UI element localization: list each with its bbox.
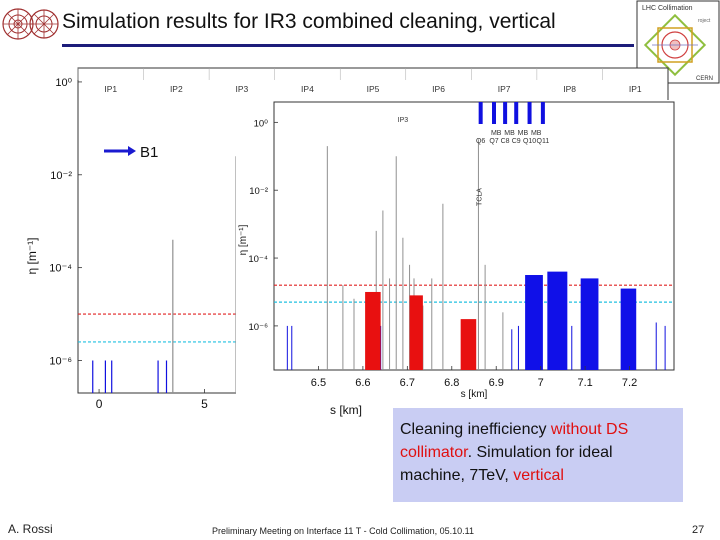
inset-element-label: C8 <box>501 138 510 145</box>
inset-x-tick-label: 7 <box>538 377 544 389</box>
inset-x-tick-label: 6.5 <box>311 377 326 389</box>
inset-collimator-loss-block <box>409 295 423 370</box>
inset-element-label: TCLA <box>476 188 483 206</box>
inset-magnet-marker <box>527 102 532 124</box>
inset-x-axis-label: s [km] <box>461 389 488 400</box>
ip-label: IP3 <box>236 84 249 94</box>
left-x-tick-label: 5 <box>201 397 208 411</box>
chart-area: IP1 IP2 IP3 IP4 IP5 IP6 IP7 IP8 IP1 10⁻⁶ 10⁻⁴ 10⁻² 1… <box>25 67 676 417</box>
caption-part-1: Cleaning inefficiency <box>400 421 551 438</box>
footer-author: A. Rossi <box>8 522 53 536</box>
badge-org-text: CERN <box>696 76 713 82</box>
left-x-tick-label: 0 <box>96 397 103 411</box>
ip-label: IP1 <box>629 84 642 94</box>
badge-project-text: roject <box>698 18 711 24</box>
left-y-tick-label: 10⁻⁶ <box>49 356 72 368</box>
inset-x-tick-label: 6.7 <box>400 377 415 389</box>
beam-arrow-head <box>128 146 136 156</box>
ip-label: IP5 <box>367 84 380 94</box>
inset-element-label: Q7 <box>489 138 498 145</box>
inset-magnet-marker <box>540 102 545 124</box>
caption-part-2: without DS collimator <box>400 421 629 461</box>
inset-y-axis-label: η [m⁻¹] <box>238 224 249 255</box>
footer-meeting: Preliminary Meeting on Interface 11 T - … <box>212 526 474 536</box>
inset-collimator-loss-block <box>365 291 381 370</box>
inset-x-tick-label: 7.2 <box>622 377 637 389</box>
inset-dispersion-suppressor-loss-block <box>620 288 637 370</box>
inset-dispersion-suppressor-loss-block <box>580 278 599 370</box>
inset-y-tick-label: 10⁻⁶ <box>249 322 269 333</box>
inset-magnet-marker <box>492 102 496 124</box>
inset-element-label: MB <box>518 130 529 137</box>
inset-magnet-marker <box>478 102 483 124</box>
inset-collimator-loss-block <box>460 319 477 370</box>
inset-element-label: MB <box>504 130 515 137</box>
slide-title: Simulation results for IR3 combined clea… <box>62 10 556 33</box>
title-underline <box>62 44 634 47</box>
inset-x-tick-label: 6.8 <box>444 377 459 389</box>
inset-magnet-marker <box>514 102 519 124</box>
inset-element-label: IP3 <box>398 117 409 124</box>
caption-part-4: vertical <box>513 467 564 484</box>
inset-y-tick-label: 10⁻² <box>249 186 268 197</box>
inset-dispersion-suppressor-loss-block <box>525 275 543 370</box>
inset-element-label: C9 <box>512 138 521 145</box>
footer-page-number: 27 <box>692 524 705 536</box>
inset-element-label: Q6 <box>476 138 485 145</box>
left-y-tick-label: 10⁻² <box>50 170 72 182</box>
caption-box <box>393 408 683 502</box>
inset-magnet-marker <box>503 102 508 124</box>
ip-label: IP1 <box>104 84 117 94</box>
inset-element-label: MB <box>531 130 542 137</box>
inset-element-label: MB <box>491 130 502 137</box>
cern-logo <box>2 2 60 46</box>
ip-label: IP7 <box>498 84 511 94</box>
left-x-axis-label: s [km] <box>330 403 362 417</box>
ip-label: IP4 <box>301 84 314 94</box>
inset-x-tick-label: 6.9 <box>489 377 504 389</box>
ip-label: IP8 <box>563 84 576 94</box>
inset-element-label: Q10 <box>523 138 536 145</box>
inset-x-tick-label: 7.1 <box>577 377 592 389</box>
left-y-tick-label: 10⁰ <box>55 77 72 89</box>
inset-element-label: Q11 <box>537 138 550 145</box>
inset-y-tick-label: 10⁻⁴ <box>248 254 268 265</box>
caption-part-3: . Simulation for ideal machine, 7TeV, <box>400 444 613 484</box>
inset-y-tick-label: 10⁰ <box>254 118 269 129</box>
beam-label: B1 <box>140 144 158 161</box>
caption-text: Cleaning inefficiency without DS collima… <box>400 418 680 487</box>
inset-x-tick-label: 6.6 <box>355 377 370 389</box>
badge-top-text: LHC Collimation <box>642 5 693 12</box>
ip-label: IP2 <box>170 84 183 94</box>
inset-dispersion-suppressor-loss-block <box>547 271 568 370</box>
left-y-tick-label: 10⁻⁴ <box>49 263 72 275</box>
ip-label: IP6 <box>432 84 445 94</box>
left-y-axis-label: η [m⁻¹] <box>25 237 39 274</box>
